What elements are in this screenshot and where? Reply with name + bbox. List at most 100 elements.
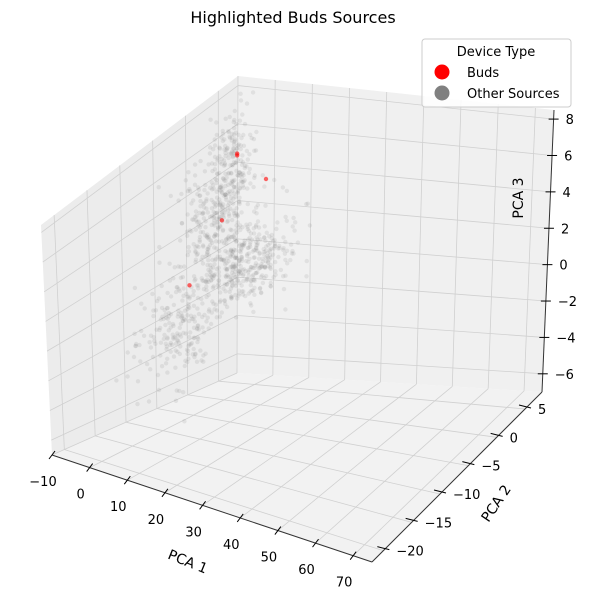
point-other-sources bbox=[284, 248, 290, 253]
point-other-sources bbox=[208, 117, 213, 122]
point-other-sources bbox=[227, 189, 232, 194]
point-other-sources bbox=[237, 173, 242, 178]
point-other-sources bbox=[224, 282, 230, 287]
point-other-sources bbox=[225, 218, 231, 223]
point-other-sources bbox=[246, 268, 251, 273]
point-other-sources bbox=[223, 178, 228, 184]
point-other-sources bbox=[165, 290, 170, 296]
point-other-sources bbox=[185, 189, 191, 194]
point-other-sources bbox=[239, 283, 244, 288]
point-other-sources bbox=[204, 284, 209, 289]
point-other-sources bbox=[230, 267, 235, 272]
point-other-sources bbox=[239, 135, 244, 141]
point-other-sources bbox=[167, 278, 173, 283]
point-other-sources bbox=[193, 227, 198, 232]
grid-line-z bbox=[42, 123, 239, 263]
point-other-sources bbox=[220, 228, 226, 233]
point-other-sources bbox=[222, 178, 227, 183]
point-other-sources bbox=[200, 325, 205, 330]
point-other-sources bbox=[224, 237, 229, 242]
point-other-sources bbox=[263, 255, 268, 260]
point-other-sources bbox=[193, 249, 198, 254]
point-other-sources bbox=[265, 255, 271, 260]
point-other-sources bbox=[201, 210, 206, 215]
point-other-sources bbox=[220, 131, 226, 136]
point-other-sources bbox=[225, 256, 230, 261]
point-other-sources bbox=[187, 318, 192, 324]
point-other-sources bbox=[153, 308, 159, 313]
point-other-sources bbox=[135, 379, 141, 384]
z-tick-label: −6 bbox=[555, 368, 574, 383]
point-other-sources bbox=[209, 197, 214, 203]
point-other-sources bbox=[235, 277, 240, 282]
point-other-sources bbox=[282, 251, 288, 256]
point-other-sources bbox=[233, 262, 238, 267]
point-other-sources bbox=[199, 257, 204, 263]
point-other-sources bbox=[195, 339, 200, 345]
point-other-sources bbox=[214, 132, 219, 138]
point-other-sources bbox=[211, 234, 217, 239]
point-other-sources bbox=[244, 276, 249, 281]
y-axis-label: PCA 2 bbox=[479, 482, 515, 525]
point-other-sources bbox=[213, 210, 218, 216]
point-other-sources bbox=[194, 213, 199, 218]
point-other-sources bbox=[245, 201, 250, 207]
point-other-sources bbox=[253, 261, 259, 266]
point-other-sources bbox=[257, 250, 262, 256]
point-other-sources bbox=[201, 216, 207, 221]
point-other-sources bbox=[239, 210, 244, 215]
point-other-sources bbox=[222, 147, 227, 152]
point-other-sources bbox=[237, 243, 242, 249]
point-other-sources bbox=[213, 203, 219, 208]
point-other-sources bbox=[254, 245, 259, 250]
y-tick bbox=[462, 461, 475, 466]
point-other-sources bbox=[216, 265, 221, 270]
point-other-sources bbox=[223, 195, 229, 200]
z-tick-label: 0 bbox=[559, 259, 567, 274]
x-tick-label: 50 bbox=[261, 551, 278, 566]
point-other-sources bbox=[268, 283, 273, 289]
point-other-sources bbox=[248, 132, 253, 137]
point-other-sources bbox=[244, 101, 250, 106]
point-other-sources bbox=[240, 160, 246, 165]
point-other-sources bbox=[168, 349, 173, 354]
point-other-sources bbox=[229, 296, 234, 301]
pane-bottom bbox=[52, 373, 542, 562]
point-other-sources bbox=[204, 234, 210, 240]
point-other-sources bbox=[229, 264, 234, 269]
point-other-sources bbox=[260, 259, 265, 264]
point-other-sources bbox=[157, 260, 162, 265]
point-other-sources bbox=[237, 170, 242, 175]
point-other-sources bbox=[238, 227, 243, 233]
point-other-sources bbox=[135, 401, 140, 407]
point-other-sources bbox=[229, 234, 234, 240]
x-tick bbox=[274, 526, 282, 535]
point-other-sources bbox=[241, 185, 246, 190]
point-other-sources bbox=[212, 204, 218, 209]
point-other-sources bbox=[165, 336, 170, 341]
point-other-sources bbox=[230, 163, 235, 168]
point-other-sources bbox=[236, 182, 241, 187]
point-other-sources bbox=[240, 171, 246, 176]
point-other-sources bbox=[247, 221, 253, 227]
point-other-sources bbox=[158, 325, 163, 331]
point-other-sources bbox=[188, 342, 193, 347]
point-other-sources bbox=[251, 255, 256, 260]
point-other-sources bbox=[220, 205, 225, 210]
grid-line-x bbox=[308, 83, 313, 378]
point-other-sources bbox=[199, 296, 204, 302]
point-other-sources bbox=[162, 307, 167, 313]
point-other-sources bbox=[244, 258, 249, 264]
point-other-sources bbox=[214, 195, 220, 200]
point-other-sources bbox=[180, 313, 185, 319]
chart-title: Highlighted Buds Sources bbox=[190, 8, 395, 27]
point-other-sources bbox=[148, 345, 154, 350]
point-other-sources bbox=[262, 265, 268, 270]
point-other-sources bbox=[276, 254, 281, 260]
point-other-sources bbox=[211, 186, 216, 191]
point-other-sources bbox=[235, 173, 240, 178]
point-other-sources bbox=[185, 294, 190, 299]
point-other-sources bbox=[217, 197, 222, 202]
x-tick bbox=[86, 463, 94, 472]
point-other-sources bbox=[237, 248, 242, 254]
